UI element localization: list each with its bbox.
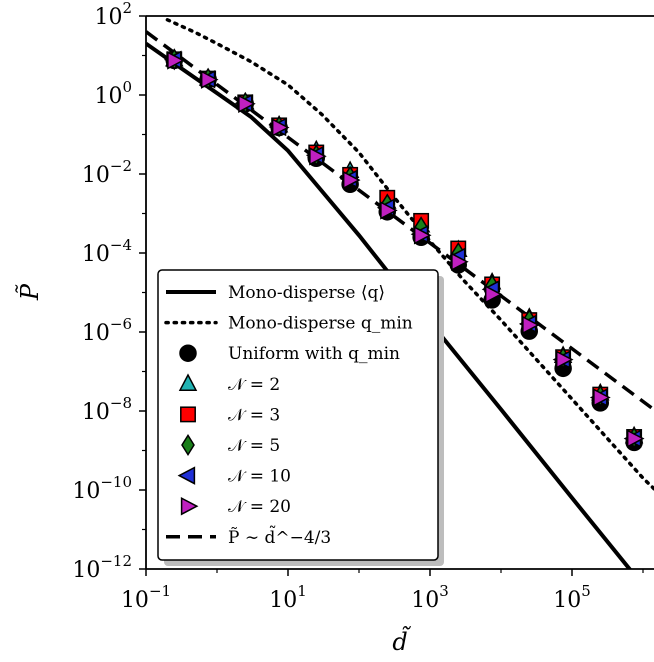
y-tick-label-6: 10−8 [82,394,132,425]
legend-label-1: Mono-disperse ⟨q⟩ [228,283,385,303]
y-tick-label-1: 102 [94,0,132,30]
series-line-3 [146,30,654,412]
data-point-s6-14 [626,429,645,448]
legend-marker-3 [179,344,197,362]
data-point-s6-12 [555,350,574,369]
legend-label-8: 𝒩 = 20 [228,497,291,517]
x-axis-label: d̃ [392,625,411,656]
legend-label-3: Uniform with q_min [228,344,400,364]
data-point-s6-5 [309,147,327,166]
legend-label-5: 𝒩 = 3 [228,405,280,425]
data-point-s6-10 [484,285,503,304]
y-tick-label-4: 10−4 [82,236,132,267]
legend-label-4: 𝒩 = 2 [228,375,280,395]
data-point-s6-2 [200,70,219,89]
data-point-s6-7 [380,201,398,220]
series-line-2 [165,18,654,492]
y-tick-label-7: 10−10 [72,473,132,504]
data-point-s6-3 [238,94,256,114]
data-point-s6-9 [451,252,469,272]
data-point-s6-11 [522,315,540,335]
x-tick-label-1: 10−1 [121,582,171,613]
legend-label-6: 𝒩 = 5 [228,436,280,456]
legend-label-7: 𝒩 = 10 [228,467,291,487]
y-tick-label-8: 10−12 [72,552,132,583]
x-tick-label-3: 103 [411,582,449,613]
legend-label-2: Mono-disperse q_min [228,314,413,334]
plot-area [146,18,654,569]
x-tick-label-2: 101 [269,582,307,613]
x-tick-label-4: 105 [553,582,591,613]
y-axis-label: P̃ [16,283,44,301]
data-point-s6-6 [342,170,361,190]
legend-label-9: P̃ ∼ d̃^−4/3 [228,526,331,548]
legend-marker-8 [180,496,199,516]
data-point-s6-1 [167,51,185,70]
data-point-s6-4 [271,118,290,137]
legend: Mono-disperse ⟨q⟩ Mono-disperse q_min Unif… [157,269,444,566]
data-point-s6-8 [413,226,432,245]
series-6 [167,51,645,448]
legend-marker-5 [180,406,196,423]
series-line-1 [146,41,633,569]
y-tick-label-3: 10−2 [82,157,132,188]
data-point-s6-13 [593,388,611,407]
legend-marker-4 [178,373,198,391]
y-tick-label-5: 10−6 [82,315,132,346]
y-tick-label-2: 100 [94,78,132,109]
legend-box [157,269,439,561]
legend-marker-7 [177,466,196,485]
legend-marker-6 [181,433,195,457]
